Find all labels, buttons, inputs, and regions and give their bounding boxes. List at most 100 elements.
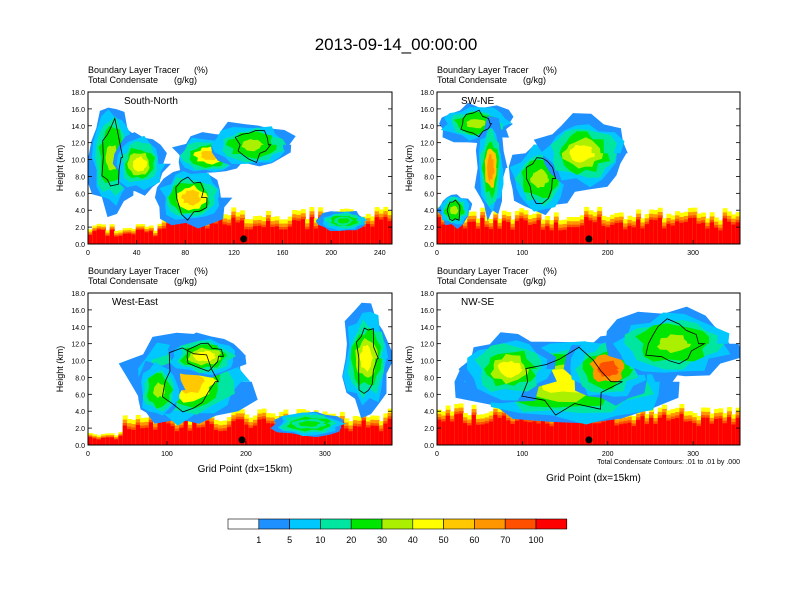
boundary-layer-cell (300, 219, 306, 244)
panels: Boundary Layer Tracer (%) Total Condensate… (55, 65, 741, 484)
y-tick-label: 6.0 (424, 392, 434, 399)
panel-subtitle-tracer-unit: (%) (194, 266, 208, 276)
y-tick-label: 18.0 (420, 291, 434, 298)
boundary-layer-cell (179, 427, 185, 445)
boundary-layer-cell (506, 420, 512, 445)
boundary-layer-cell (562, 229, 568, 244)
boundary-layer-cell (248, 427, 254, 445)
boundary-layer-cell (545, 423, 551, 445)
boundary-layer-cell (200, 427, 206, 445)
boundary-layer-cell (118, 235, 124, 244)
y-tick-label: 10.0 (420, 359, 434, 366)
boundary-layer-cell (352, 426, 358, 445)
boundary-layer-cell (441, 421, 447, 445)
panel-subtitle-condensate-unit: (g/kg) (174, 276, 197, 286)
y-tick-label: 16.0 (420, 107, 434, 114)
boundary-layer-cell (692, 423, 698, 445)
boundary-layer-cell (653, 220, 659, 244)
boundary-layer-cell (174, 431, 180, 445)
boundary-layer-cell (575, 419, 581, 445)
y-tick-label: 14.0 (71, 325, 85, 332)
boundary-layer-cell (527, 422, 533, 445)
y-tick-label: 8.0 (75, 174, 85, 181)
y-tick-label: 8.0 (75, 375, 85, 382)
boundary-layer-cell (467, 425, 473, 445)
y-tick-label: 12.0 (420, 141, 434, 148)
boundary-layer-cell (644, 224, 650, 244)
x-tick-label: 300 (687, 451, 699, 458)
boundary-layer-cell (558, 421, 564, 445)
boundary-layer-cell (501, 415, 507, 445)
x-tick-label: 0 (86, 250, 90, 257)
boundary-layer-cell (623, 423, 629, 445)
boundary-layer-cell (601, 421, 607, 445)
boundary-layer-cell (157, 229, 163, 244)
y-tick-label: 12.0 (420, 342, 434, 349)
boundary-layer-cell (666, 223, 672, 244)
y-tick-label: 14.0 (420, 325, 434, 332)
boundary-layer-cell (335, 221, 341, 244)
boundary-layer-cell (213, 429, 219, 445)
y-tick-label: 12.0 (71, 342, 85, 349)
boundary-layer-cell (92, 231, 98, 244)
cloud-region-level (132, 155, 148, 172)
colorbar-swatch (474, 518, 506, 530)
x-tick-label: 40 (133, 250, 141, 257)
x-tick-label: 300 (319, 451, 331, 458)
panel-subtitle-condensate-unit: (g/kg) (174, 75, 197, 85)
condensate-contour (521, 346, 623, 416)
panel-frame (87, 292, 393, 446)
cloud-region-level (359, 344, 374, 372)
panel-subtitle-tracer-unit: (%) (543, 65, 557, 75)
boundary-layer-cell (213, 223, 219, 244)
colorbar-label: 60 (469, 535, 479, 545)
boundary-layer-cell (144, 427, 150, 445)
boundary-layer-cell (157, 421, 163, 445)
boundary-layer-cell (631, 227, 637, 244)
boundary-layer-cell (331, 228, 337, 244)
panel-frame (436, 292, 741, 446)
boundary-layer-cell (88, 234, 93, 244)
boundary-layer-cell (731, 424, 737, 445)
boundary-layer-cell (196, 427, 202, 445)
boundary-layer-cell (144, 232, 150, 244)
colorbar-label: 5 (287, 535, 292, 545)
boundary-layer-cell (653, 423, 659, 445)
boundary-layer-cell (614, 223, 620, 244)
boundary-layer-cell (449, 421, 455, 445)
cloud-region-level (298, 420, 321, 427)
boundary-layer-cell (571, 419, 577, 445)
boundary-layer-cell (170, 224, 176, 244)
boundary-layer-cell (696, 426, 702, 445)
panel-subtitle-tracer-unit: (%) (194, 65, 208, 75)
boundary-layer-cell (579, 414, 585, 445)
tracer-field (88, 107, 392, 244)
boundary-layer-cell (209, 223, 215, 244)
boundary-layer-cell (122, 233, 128, 244)
boundary-layer-cell (510, 229, 516, 244)
boundary-layer-cell (688, 421, 693, 445)
boundary-layer-cell (287, 428, 293, 445)
boundary-layer-cell (532, 421, 538, 445)
boundary-layer-cell (287, 226, 293, 244)
boundary-layer-cell (101, 437, 106, 445)
y-tick-label: 2.0 (75, 225, 85, 232)
boundary-layer-cell (692, 217, 698, 244)
boundary-layer-cell (731, 224, 737, 244)
y-axis-label: Height (km) (55, 346, 65, 393)
boundary-layer-cell (471, 414, 477, 445)
colorbar-label: 30 (377, 535, 387, 545)
y-tick-label: 4.0 (424, 208, 434, 215)
boundary-layer-cell (374, 425, 380, 445)
panel-west-east: Boundary Layer Tracer (%) Total Condensate… (55, 266, 393, 475)
boundary-layer-cell (244, 229, 250, 244)
boundary-layer-cell (135, 425, 141, 445)
colorbar-label: 70 (500, 535, 510, 545)
boundary-layer-cell (497, 417, 503, 445)
cloud-region-level (337, 218, 350, 224)
x-tick-label: 240 (374, 250, 386, 257)
boundary-layer-cell (344, 428, 350, 445)
colorbar-label: 40 (408, 535, 418, 545)
boundary-layer-cell (605, 227, 611, 244)
panel-frame (436, 91, 741, 245)
